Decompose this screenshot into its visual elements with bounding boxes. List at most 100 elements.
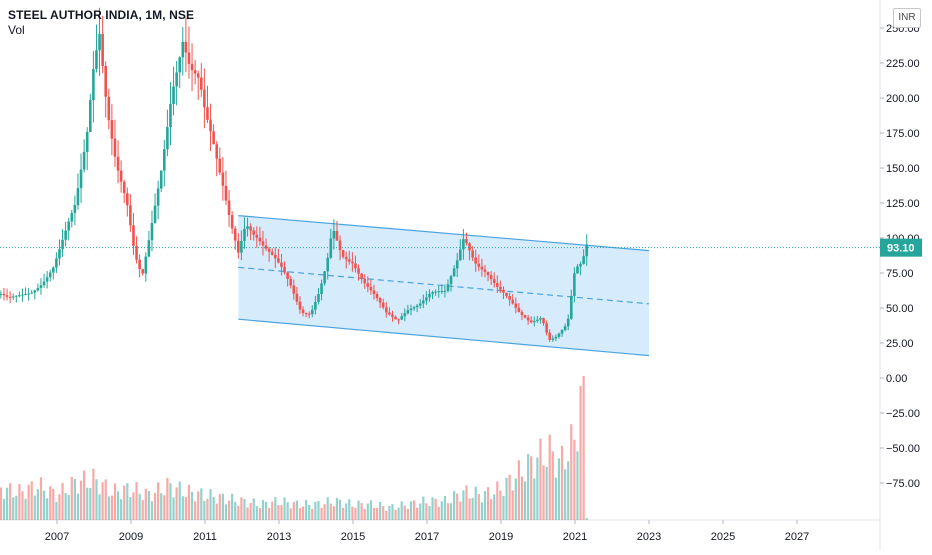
volume-bar: [412, 500, 416, 520]
volume-bar: [46, 498, 49, 520]
candle-body: [301, 309, 305, 313]
candle-body: [184, 41, 188, 53]
volume-bar: [379, 501, 382, 520]
candle-body: [135, 245, 138, 260]
volume-bar: [351, 506, 354, 520]
candle-body: [554, 336, 558, 339]
candle-body: [30, 292, 34, 294]
candle-body: [505, 292, 508, 297]
candle-body: [341, 250, 345, 257]
volume-bar: [338, 499, 342, 520]
candle-body: [215, 144, 219, 159]
candle-body: [11, 296, 15, 298]
volume-bar: [348, 499, 351, 520]
candle-body: [230, 215, 234, 229]
last-price-badge-text: 93.10: [887, 243, 915, 255]
volume-bar: [70, 476, 73, 520]
candle-body: [196, 73, 200, 78]
volume-bar: [542, 465, 545, 520]
volume-bar: [425, 503, 428, 520]
volume-bar: [449, 503, 453, 520]
candle-body: [64, 230, 67, 240]
volume-bar: [258, 507, 261, 520]
volume-bar: [150, 501, 154, 520]
candle-body: [113, 138, 117, 157]
price-tick-label: 25.00: [886, 338, 914, 350]
candle-body: [175, 72, 178, 87]
time-axis[interactable]: 2007 2009 2011 2013 2015 2017 2019 2021 2023 2025…: [45, 520, 809, 543]
candle-body: [477, 263, 481, 267]
candle-body: [489, 275, 493, 280]
candle-body: [258, 237, 262, 242]
regression-channel[interactable]: [238, 215, 650, 357]
volume-bar: [249, 503, 252, 520]
candle-body: [304, 312, 308, 314]
volume-bar: [573, 439, 576, 520]
candle-body: [98, 33, 101, 51]
time-tick-label: 2007: [45, 531, 69, 543]
volume-bar: [372, 507, 376, 520]
time-tick-label: 2023: [637, 531, 661, 543]
volume-bar: [283, 497, 286, 520]
candle-body: [363, 278, 367, 284]
candle-body: [480, 266, 484, 270]
candle-body: [320, 283, 323, 295]
volume-bar: [110, 495, 113, 520]
volume-bar: [354, 507, 357, 520]
candle-body: [437, 291, 441, 293]
candle-body: [126, 193, 129, 206]
price-axis[interactable]: 250.00225.00200.00175.00150.00125.00100.…: [880, 23, 922, 490]
candle-body: [381, 302, 385, 308]
volume-bar: [181, 496, 184, 520]
candle-body: [76, 188, 80, 206]
volume-bar: [456, 493, 459, 520]
volume-bar: [12, 497, 15, 520]
candle-body: [576, 266, 579, 274]
candle-body: [523, 315, 527, 318]
volume-bar: [335, 497, 339, 520]
volume-bar: [514, 478, 517, 520]
volume-bar: [123, 485, 126, 520]
candle-body: [33, 290, 37, 293]
volume-bar: [422, 496, 425, 520]
volume-bar: [394, 509, 397, 520]
volume-bar: [98, 494, 101, 520]
volume-bar: [400, 501, 403, 520]
volume-bar: [317, 500, 320, 520]
channel-upper-line: [238, 215, 650, 252]
candle-body: [502, 289, 505, 293]
candle-body: [70, 213, 74, 222]
currency-badge[interactable]: INR: [893, 8, 921, 28]
volume-bar: [471, 497, 474, 520]
candle-body: [517, 307, 521, 313]
volume-bar: [163, 495, 166, 520]
candle-body: [42, 281, 46, 286]
volume-bar: [582, 375, 585, 520]
volume-bar: [505, 477, 508, 520]
volume-bar: [39, 477, 43, 520]
candle-body: [295, 293, 299, 302]
candle-body: [122, 181, 126, 194]
candle-body: [61, 239, 64, 250]
volume-bar: [323, 504, 326, 520]
candle-body: [252, 230, 256, 235]
candle-body: [27, 293, 30, 295]
volume-bar: [255, 506, 258, 520]
volume-bar: [194, 501, 197, 520]
volume-bar: [443, 496, 446, 520]
volume-bar: [388, 505, 391, 520]
volume-bar: [144, 488, 147, 520]
volume-bar: [42, 490, 46, 520]
candle-body: [474, 257, 478, 264]
candle-body: [520, 312, 524, 316]
volume-bar: [517, 460, 520, 520]
candle-body: [462, 239, 465, 250]
candle-body: [73, 205, 77, 214]
last-price-badge[interactable]: [880, 238, 922, 257]
candle-body: [224, 185, 228, 201]
channel-mid-line: [238, 266, 650, 305]
candle-body: [79, 169, 83, 189]
volume-bar: [298, 508, 302, 520]
